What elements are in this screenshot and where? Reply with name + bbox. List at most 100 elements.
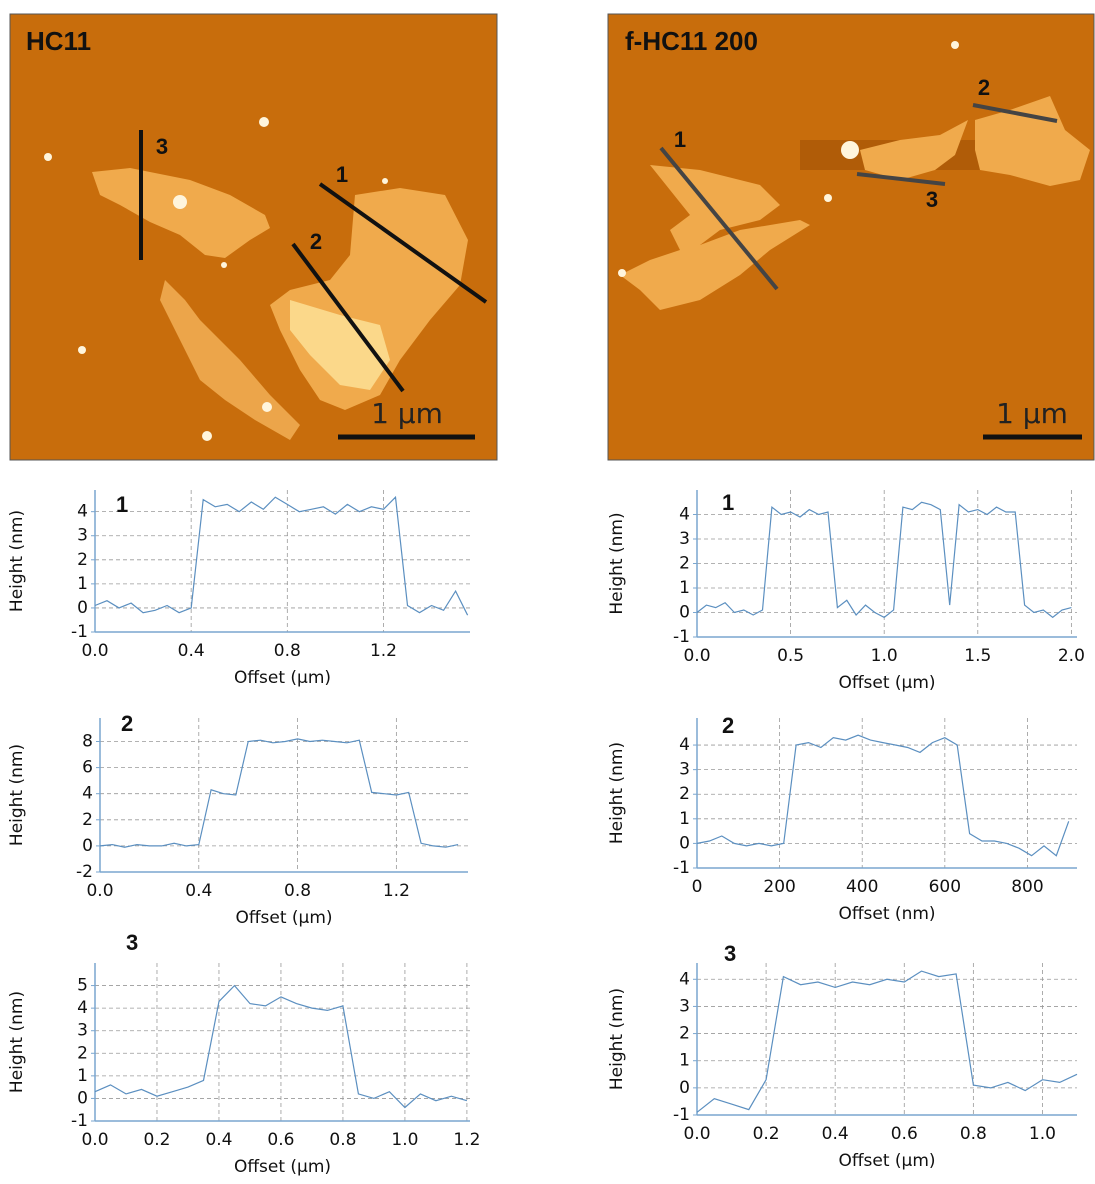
chart-title: 1 [722, 490, 734, 515]
y-tick-label: 4 [679, 735, 690, 755]
x-tick-label: 0.6 [891, 1124, 918, 1144]
y-tick-label: 3 [77, 1021, 88, 1041]
x-tick-label: 0.0 [683, 1124, 710, 1144]
line-chart: -1 0 1 2 3 4 0.0 0.2 0.4 0.6 0.8 1.0 3 Offset (µm) Hei… [607, 941, 1078, 1171]
y-tick-label: 3 [77, 526, 88, 546]
line-chart: -1 0 1 2 3 4 0.0 0.5 1.0 1.5 2.0 1 Offset (µm) Height… [607, 490, 1085, 693]
y-tick-label: 1 [679, 809, 690, 829]
y-tick-label: -1 [673, 627, 690, 647]
chart-title: 3 [724, 941, 736, 966]
afm-image: HC11 1 2 3 1 µm [9, 13, 498, 461]
y-tick-label: 3 [679, 996, 690, 1016]
x-tick-label: 0.4 [822, 1124, 849, 1144]
x-tick-label: 0.0 [81, 1130, 108, 1150]
chart-title: 2 [121, 711, 133, 736]
y-tick-label: -1 [71, 1111, 88, 1131]
x-axis-title: Offset (µm) [838, 1151, 935, 1171]
y-tick-label: -1 [71, 622, 88, 642]
y-tick-label: 4 [82, 784, 93, 804]
y-tick-label: 8 [82, 731, 93, 751]
y-axis-title: Height (nm) [607, 988, 627, 1090]
x-tick-label: 0.2 [753, 1124, 780, 1144]
x-tick-label: 1.2 [383, 881, 410, 901]
x-tick-label: 1.0 [1029, 1124, 1056, 1144]
line-label: 2 [978, 75, 990, 100]
y-tick-label: -2 [76, 862, 93, 882]
line-label: 1 [336, 162, 348, 187]
x-tick-label: 1.0 [391, 1130, 418, 1150]
image-title: f-HC11 200 [625, 26, 758, 56]
y-tick-label: 0 [679, 603, 690, 623]
image-title: HC11 [26, 26, 91, 56]
profile-line [696, 970, 1078, 1113]
line-chart: -2 0 2 4 6 8 0.0 0.4 0.8 1.2 2 Offset (µm) Height (n… [7, 711, 468, 928]
y-tick-label: 2 [679, 784, 690, 804]
y-tick-label: 4 [77, 998, 88, 1018]
y-tick-label: 5 [77, 976, 88, 996]
x-tick-label: 1.0 [871, 646, 898, 666]
x-tick-label: 0.0 [86, 881, 113, 901]
x-axis-title: Offset (µm) [234, 668, 331, 688]
x-tick-label: 0 [692, 877, 703, 897]
y-tick-label: 0 [77, 598, 88, 618]
y-tick-label: 4 [77, 502, 88, 522]
y-tick-label: 0 [679, 833, 690, 853]
y-tick-label: 1 [679, 1051, 690, 1071]
y-tick-label: 0 [679, 1078, 690, 1098]
line-label: 2 [310, 229, 322, 254]
profile-line [94, 984, 468, 1109]
y-tick-label: 0 [82, 836, 93, 856]
x-tick-label: 0.6 [267, 1130, 294, 1150]
y-tick-label: 2 [77, 550, 88, 570]
y-tick-label: 1 [77, 1066, 88, 1086]
y-tick-label: 1 [679, 578, 690, 598]
profile-line [696, 734, 1070, 857]
chart-title: 1 [116, 492, 128, 517]
x-axis-title: Offset (µm) [234, 1157, 331, 1177]
x-tick-label: 800 [1011, 877, 1043, 897]
x-tick-label: 0.4 [178, 641, 205, 661]
y-axis-title: Height (nm) [607, 512, 627, 614]
x-tick-label: 600 [929, 877, 961, 897]
y-tick-label: -1 [673, 1105, 690, 1125]
x-axis-title: Offset (nm) [838, 904, 935, 924]
x-tick-label: 0.0 [81, 641, 108, 661]
line-chart: -1 0 1 2 3 4 0.0 0.4 0.8 1.2 1 Offset (µm) Height (n… [7, 490, 470, 688]
y-tick-label: 2 [679, 1024, 690, 1044]
x-tick-label: 1.2 [370, 641, 397, 661]
x-axis-title: Offset (µm) [838, 673, 935, 693]
y-tick-label: 3 [679, 760, 690, 780]
x-tick-label: 0.8 [960, 1124, 987, 1144]
y-tick-label: 0 [77, 1088, 88, 1108]
chart-title: 2 [722, 713, 734, 738]
y-tick-label: 2 [679, 554, 690, 574]
y-tick-label: 3 [679, 529, 690, 549]
y-tick-label: 4 [679, 969, 690, 989]
y-tick-label: 1 [77, 574, 88, 594]
x-tick-label: 0.8 [274, 641, 301, 661]
line-label: 1 [674, 127, 686, 152]
y-tick-label: 4 [679, 505, 690, 525]
profile-line [94, 495, 469, 616]
x-tick-label: 1.5 [964, 646, 991, 666]
x-tick-label: 0.4 [185, 881, 212, 901]
x-axis-title: Offset (µm) [235, 908, 332, 928]
y-tick-label: 2 [82, 810, 93, 830]
x-tick-label: 200 [763, 877, 795, 897]
line-label: 3 [926, 187, 938, 212]
x-tick-label: 1.2 [453, 1130, 480, 1150]
scale-bar-label: 1 µm [371, 397, 443, 430]
afm-image: f-HC11 200 1 2 3 1 µm [607, 13, 1095, 461]
y-axis-title: Height (nm) [607, 742, 627, 844]
x-tick-label: 0.2 [143, 1130, 170, 1150]
x-tick-label: 0.8 [329, 1130, 356, 1150]
y-axis-title: Height (nm) [7, 510, 27, 612]
y-tick-label: 2 [77, 1043, 88, 1063]
x-tick-label: 0.0 [683, 646, 710, 666]
x-tick-label: 400 [846, 877, 878, 897]
scale-bar-label: 1 µm [996, 397, 1068, 430]
x-tick-label: 0.5 [777, 646, 804, 666]
